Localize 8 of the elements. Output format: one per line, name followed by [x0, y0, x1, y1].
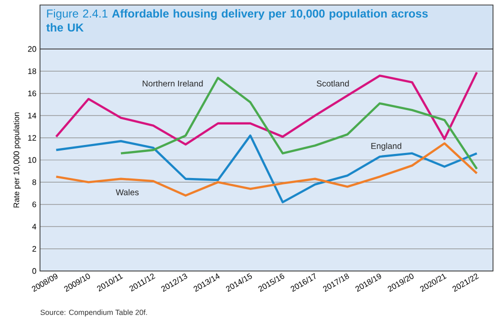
series-label: Scotland: [316, 80, 349, 87]
chart-title: Figure 2.4.1 Affordable housing delivery per 10,000 population across the UK: [46, 9, 428, 32]
series-label: Wales: [116, 189, 139, 196]
series-label: Northern Ireland: [142, 80, 203, 87]
line-series: [120, 76, 478, 170]
line-series: [55, 142, 478, 197]
series-label: England: [371, 142, 402, 151]
line-series: [55, 134, 478, 204]
